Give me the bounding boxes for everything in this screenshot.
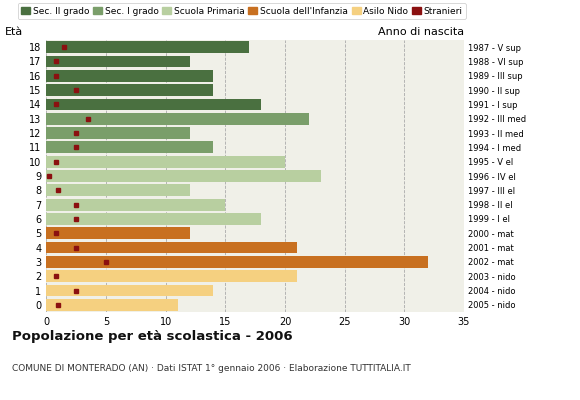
Bar [46, 199, 226, 210]
Text: Età: Età [5, 27, 23, 37]
Bar [46, 113, 309, 125]
Text: Popolazione per età scolastica - 2006: Popolazione per età scolastica - 2006 [12, 330, 292, 343]
Bar [46, 213, 261, 225]
Bar [46, 142, 213, 153]
Bar [46, 184, 190, 196]
Bar [46, 156, 285, 168]
Bar [46, 170, 321, 182]
Bar [46, 70, 213, 82]
Bar [46, 227, 190, 239]
Text: COMUNE DI MONTERADO (AN) · Dati ISTAT 1° gennaio 2006 · Elaborazione TUTTITALIA.: COMUNE DI MONTERADO (AN) · Dati ISTAT 1°… [12, 364, 411, 373]
Bar [46, 256, 428, 268]
Text: Anno di nascita: Anno di nascita [378, 27, 464, 37]
Bar [46, 41, 249, 53]
Bar [46, 84, 213, 96]
Bar [46, 56, 190, 67]
Legend: Sec. II grado, Sec. I grado, Scuola Primaria, Scuola dell'Infanzia, Asilo Nido, : Sec. II grado, Sec. I grado, Scuola Prim… [17, 3, 466, 19]
Bar [46, 285, 213, 296]
Bar [46, 299, 177, 311]
Bar [46, 242, 297, 254]
Bar [46, 98, 261, 110]
Bar [46, 127, 190, 139]
Bar [46, 270, 297, 282]
